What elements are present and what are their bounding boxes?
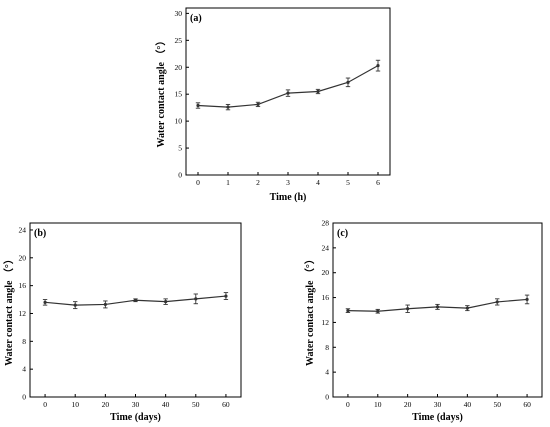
x-axis-title: Time (h) (270, 192, 307, 203)
data-point (525, 297, 529, 302)
y-tick-label: 0 (22, 393, 26, 402)
data-point (256, 102, 260, 107)
x-tick-label: 20 (404, 400, 412, 409)
y-tick-label: 16 (19, 281, 27, 290)
y-tick-label: 20 (175, 63, 183, 72)
y-tick-label: 0 (178, 171, 182, 180)
x-tick-label: 60 (523, 400, 531, 409)
x-tick-label: 40 (464, 400, 472, 409)
x-tick-label: 10 (71, 400, 79, 409)
x-tick-label: 50 (192, 400, 200, 409)
series-line (197, 65, 379, 108)
data-point (435, 305, 440, 309)
x-tick-label: 3 (286, 178, 290, 187)
data-point (495, 300, 499, 304)
x-tick-label: 6 (376, 178, 380, 187)
y-tick-label: 24 (19, 225, 27, 234)
y-tick-label: 30 (175, 9, 183, 18)
y-tick-label: 0 (325, 393, 329, 402)
data-point (376, 64, 380, 68)
plot-frame (29, 222, 242, 398)
chart-panel-1: 0 5 10 15 20 25 30 0 1 2 3 4 5 6 Time (h) Water contact… (154, 7, 391, 203)
panel-label: (a) (190, 13, 202, 24)
data-point (226, 105, 230, 109)
y-tick-label: 24 (322, 243, 330, 252)
y-tick-label: 15 (175, 90, 183, 99)
chart-panel-2: 0 4 8 12 16 20 24 0 10 20 30 40 50 60 Time (days) Water… (2, 222, 242, 423)
x-tick-label: 30 (132, 400, 140, 409)
plot-frame (332, 222, 543, 398)
x-tick-label: 5 (346, 178, 350, 187)
y-tick-label: 20 (19, 253, 27, 262)
x-axis-title: Time (days) (110, 412, 161, 423)
y-axis-title: Water contact angle （°） (154, 36, 167, 148)
y-tick-label: 8 (325, 343, 329, 352)
y-tick-label: 4 (22, 365, 26, 374)
y-tick-label: 20 (322, 268, 330, 277)
chart-panel-3: 0 4 8 12 16 20 24 28 0 10 20 30 40 50 60 Time (days) Wat… (303, 219, 543, 423)
y-tick-label: 28 (322, 219, 330, 228)
data-point (103, 302, 107, 307)
y-tick-label: 12 (19, 309, 27, 318)
data-point (133, 298, 138, 302)
y-tick-label: 12 (322, 318, 330, 327)
x-tick-label: 1 (226, 178, 230, 187)
y-tick-label: 4 (325, 368, 329, 377)
panel-label: (c) (337, 228, 348, 239)
data-point (164, 300, 168, 304)
x-tick-label: 0 (43, 400, 47, 409)
y-tick-label: 5 (178, 144, 182, 153)
data-point (73, 303, 77, 307)
x-tick-label: 50 (493, 400, 501, 409)
x-tick-label: 30 (434, 400, 442, 409)
y-axis-title: Water contact angle （°） (2, 254, 15, 366)
data-point (196, 103, 200, 108)
x-axis-title: Time (days) (412, 412, 463, 423)
y-tick-label: 10 (175, 117, 183, 126)
x-tick-label: 40 (162, 400, 170, 409)
data-point (43, 300, 47, 304)
data-point (316, 89, 320, 94)
x-tick-label: 0 (346, 400, 350, 409)
x-tick-label: 60 (222, 400, 230, 409)
data-point (224, 294, 228, 298)
data-point (346, 309, 350, 313)
data-point (376, 309, 380, 313)
y-tick-label: 16 (322, 293, 330, 302)
x-tick-label: 2 (256, 178, 260, 187)
data-point (194, 297, 198, 301)
data-point (346, 80, 350, 84)
data-point (465, 306, 469, 310)
data-point (406, 307, 410, 311)
x-tick-label: 10 (374, 400, 382, 409)
y-axis-title: Water contact angle （°） (303, 254, 316, 366)
x-tick-label: 0 (196, 178, 200, 187)
panel-label: (b) (34, 228, 46, 239)
data-point (286, 91, 290, 95)
x-tick-label: 4 (316, 178, 320, 187)
y-tick-label: 25 (175, 36, 183, 45)
y-tick-label: 8 (22, 337, 26, 346)
x-tick-label: 20 (102, 400, 110, 409)
